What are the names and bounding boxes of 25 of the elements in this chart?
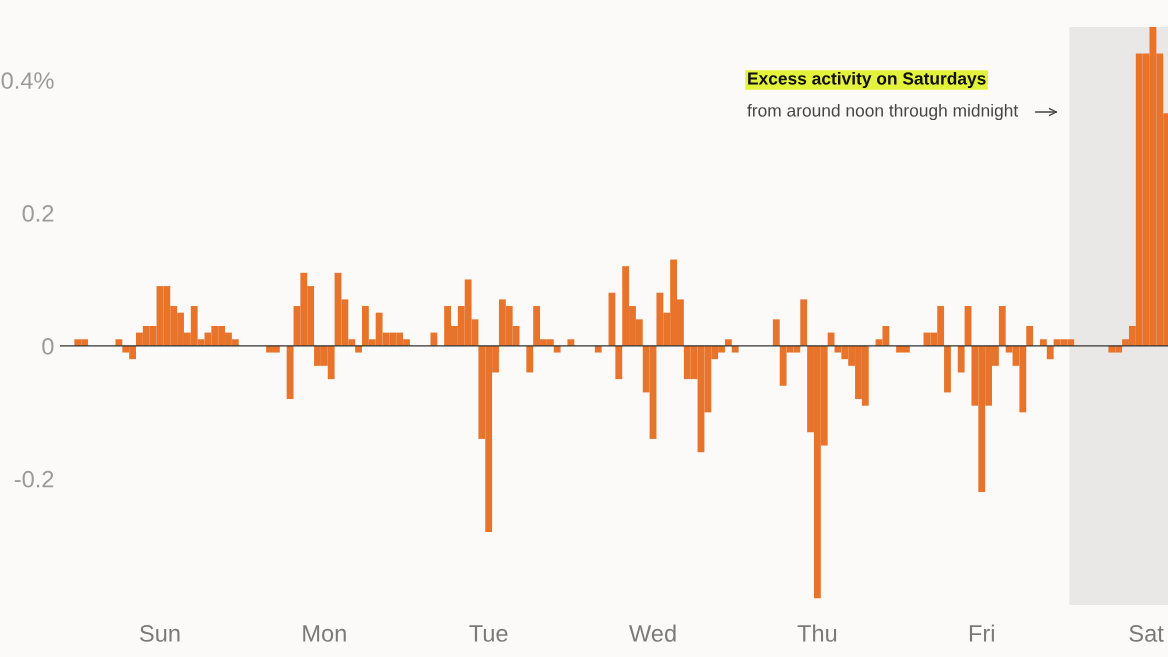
bar (615, 345, 623, 380)
annotation: from around noon through midnight (747, 103, 1019, 121)
bar (772, 319, 780, 346)
bar (286, 345, 294, 400)
bar (526, 345, 534, 373)
bar (1046, 345, 1054, 360)
y-tick-label: 0 (42, 337, 54, 355)
x-tick-label: Thu (797, 624, 837, 642)
annotation: Excess activity on Saturdays (748, 71, 986, 89)
bar (944, 345, 951, 393)
x-tick-label: Tue (469, 625, 508, 642)
x-tick-label: Mon (303, 625, 346, 642)
y-tick-label: 0.4% (1, 72, 54, 89)
x-tick-label: Sat (1129, 625, 1164, 642)
x-tick-label: Sun (140, 625, 180, 642)
bar (827, 332, 835, 346)
y-tick-label: -0.2 (14, 470, 54, 488)
bar (1026, 325, 1034, 346)
bar (800, 299, 808, 346)
x-tick-label: Fri (969, 624, 994, 642)
y-tick-label: 0.2 (22, 205, 54, 222)
bar (957, 345, 965, 373)
x-tick-label: Wed (629, 624, 676, 642)
bar (430, 332, 438, 346)
bar (998, 306, 1006, 346)
